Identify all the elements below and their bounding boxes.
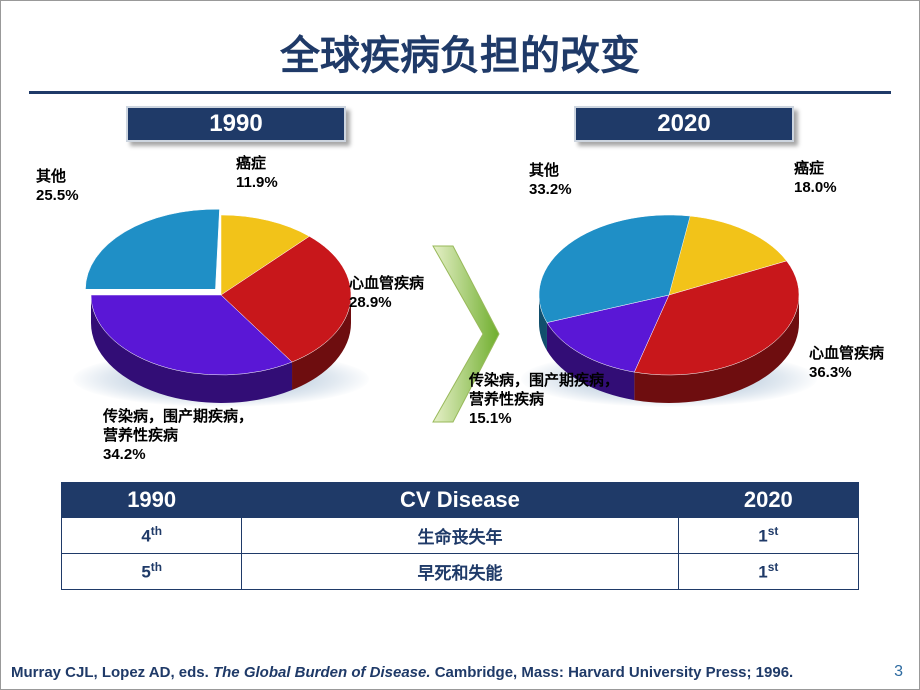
cell-1990-1: 5th xyxy=(62,554,242,590)
pie-area-1990: 癌症11.9% 心血管疾病28.9% 传染病，围产期疾病，营养性疾病34.2% 其他2… xyxy=(31,150,441,480)
citation: Murray CJL, Lopez AD, eds. The Global Bu… xyxy=(11,664,793,681)
pie-label-cvd: 心血管疾病36.3% xyxy=(809,345,884,383)
pie-slice-other xyxy=(85,209,219,289)
citation-italic: The Global Burden of Disease. xyxy=(213,664,431,681)
charts-row: 1990 癌症11.9% 心血管疾病28.9% 传染病，围产期疾病，营养性疾病34.… xyxy=(1,94,919,480)
citation-suffix: Cambridge, Mass: Harvard University Pres… xyxy=(431,664,794,681)
pie-label-infect: 传染病，围产期疾病，营养性疾病15.1% xyxy=(469,372,619,428)
table-header-2: 2020 xyxy=(678,483,858,518)
table-row: 5th早死和失能1st xyxy=(62,554,859,590)
citation-prefix: Murray CJL, Lopez AD, eds. xyxy=(11,664,213,681)
slide-title: 全球疾病负担的改变 xyxy=(1,1,919,81)
cell-2020-0: 1st xyxy=(678,518,858,554)
pie-label-cancer: 癌症18.0% xyxy=(794,160,837,198)
pie-label-other: 其他33.2% xyxy=(529,162,572,200)
table-row: 4th生命丧失年1st xyxy=(62,518,859,554)
cell-metric-0: 生命丧失年 xyxy=(242,518,678,554)
cell-2020-1: 1st xyxy=(678,554,858,590)
pie-label-cvd: 心血管疾病28.9% xyxy=(349,275,424,313)
chart-col-2020: 2020 癌症18.0%心血管疾病36.3%传染病，围产期疾病，营养性疾病15.… xyxy=(479,106,889,480)
table-header-0: 1990 xyxy=(62,483,242,518)
year-badge-2020: 2020 xyxy=(574,106,794,142)
ranking-table: 1990CV Disease20204th生命丧失年1st5th早死和失能1st xyxy=(61,482,859,590)
page-number: 3 xyxy=(894,663,903,681)
cell-metric-1: 早死和失能 xyxy=(242,554,678,590)
year-badge-1990: 1990 xyxy=(126,106,346,142)
table: 1990CV Disease20204th生命丧失年1st5th早死和失能1st xyxy=(61,482,859,590)
pie-label-infect: 传染病，围产期疾病，营养性疾病34.2% xyxy=(103,408,253,464)
chart-col-1990: 1990 癌症11.9% 心血管疾病28.9% 传染病，围产期疾病，营养性疾病34.… xyxy=(31,106,441,480)
table-header-1: CV Disease xyxy=(242,483,678,518)
pie-area-2020: 癌症18.0%心血管疾病36.3%传染病，围产期疾病，营养性疾病15.1%其他3… xyxy=(479,150,889,480)
pie-label-other: 其他25.5% xyxy=(36,168,79,206)
cell-1990-0: 4th xyxy=(62,518,242,554)
pie-label-cancer: 癌症11.9% xyxy=(236,155,278,193)
